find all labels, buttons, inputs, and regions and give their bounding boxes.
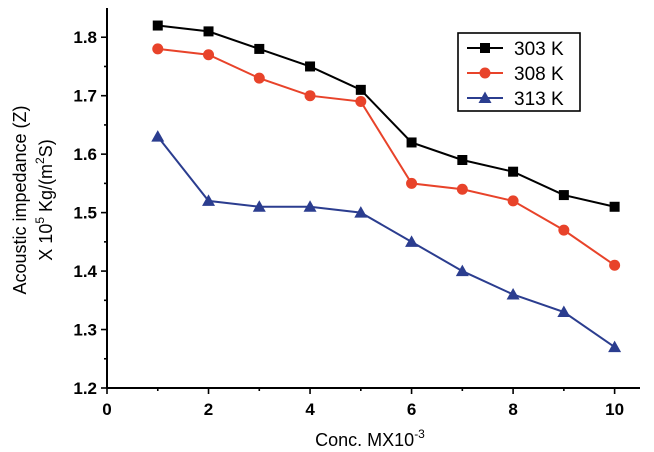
data-point-series-3 [455,264,469,277]
data-point-series-1 [558,190,569,201]
y-ticks: 1.2 1.3 1.4 1.5 1.6 1.7 1.8 [73,28,107,398]
data-point-series-2 [304,90,316,102]
x-ticks: 0 2 4 6 8 10 [102,388,624,419]
series-line-2 [157,47,616,267]
data-point-series-2 [253,72,265,84]
axes [106,8,640,389]
x-tick-label: 10 [605,400,624,419]
y-tick-label: 1.8 [73,28,97,47]
data-point-series-3 [303,200,317,212]
series-line-1 [157,24,615,208]
data-point-series-2 [456,183,468,195]
y-tick-label: 1.3 [73,321,97,340]
legend: 303 K 308 K 313 K [457,32,581,112]
data-point-series-2 [558,224,570,236]
x-tick-label: 4 [305,400,315,419]
legend-label-2: 308 K [514,64,564,85]
y-axis-title-line2: X 105 Kg/(m2S) [33,139,56,260]
legend-marker-3 [478,91,492,103]
data-point-series-1 [203,26,214,37]
data-point-series-1 [508,166,519,177]
y-tick-label: 1.7 [73,87,97,106]
data-point-series-1 [609,201,620,212]
series-layer [151,20,622,353]
data-point-series-2 [609,259,621,271]
x-axis-title: Conc. MX10-3 [315,427,425,450]
x-tick-label: 6 [407,400,416,419]
data-point-series-1 [305,61,316,72]
data-point-series-3 [151,130,165,142]
data-point-series-2 [355,96,367,108]
x-tick-label: 2 [204,400,213,419]
data-point-series-2 [507,195,519,207]
data-point-series-3 [506,287,520,300]
x-tick-label: 0 [102,400,111,419]
data-point-series-1 [406,137,417,148]
data-point-series-2 [152,43,164,55]
legend-items: 303 K 308 K 313 K [467,39,564,110]
data-point-series-3 [608,340,622,353]
y-tick-label: 1.6 [73,145,97,164]
y-tick-label: 1.4 [73,262,97,281]
legend-marker-1 [480,43,490,53]
series-line-3 [156,135,616,348]
data-point-series-3 [557,305,571,317]
data-point-series-2 [406,177,418,189]
legend-label-1: 303 K [514,39,564,60]
data-point-series-3 [252,200,266,212]
data-point-series-3 [202,194,216,206]
data-point-series-2 [203,49,215,61]
data-point-series-1 [254,43,265,54]
legend-label-3: 313 K [514,89,564,110]
data-point-series-3 [354,206,368,218]
legend-marker-2 [479,67,491,79]
y-tick-label: 1.5 [73,204,97,223]
data-point-series-1 [457,155,468,165]
data-point-series-3 [405,235,419,247]
y-axis-title-line1: Acoustic impedance (Z) [10,105,30,294]
data-point-series-1 [355,84,366,95]
data-point-series-1 [152,20,163,31]
x-tick-label: 8 [508,400,517,419]
y-axis-title: Acoustic impedance (Z) X 105 Kg/(m2S) [10,105,56,294]
y-tick-label: 1.2 [73,379,97,398]
